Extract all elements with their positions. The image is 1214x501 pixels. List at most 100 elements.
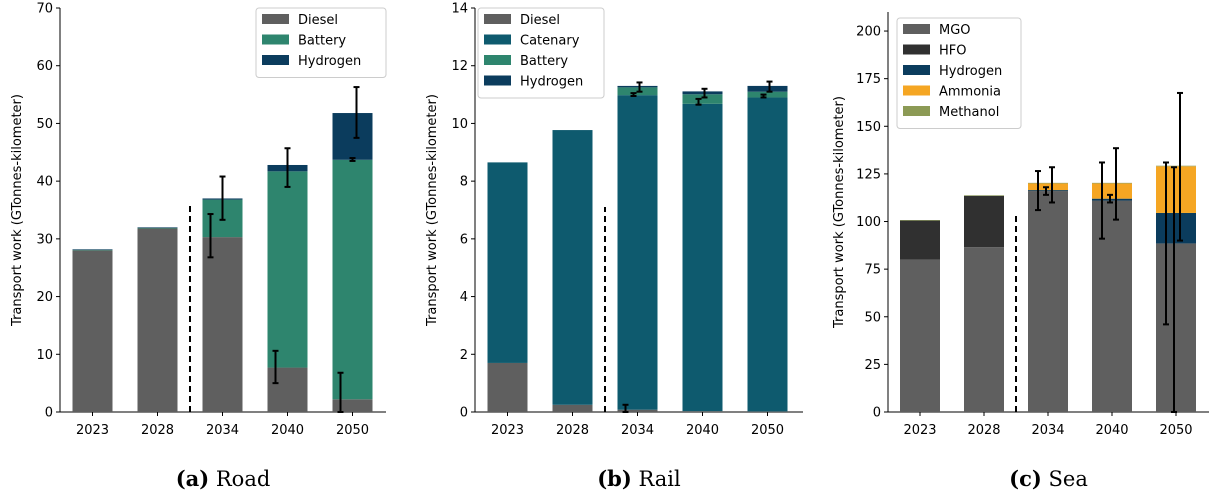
bar-mgo-2028 — [964, 247, 1004, 412]
y-tick-label: 10 — [36, 348, 53, 363]
legend-swatch — [903, 44, 930, 55]
chart-panel-2: 0 2 4 6 8 10 12 14 Transport work (GTonnes-kilom… — [425, 2, 803, 491]
error-bar — [1163, 161, 1169, 326]
x-tick-label: 2023 — [491, 423, 524, 438]
panel-caption: (c) Sea — [1009, 466, 1088, 491]
y-axis-label: Transport work (GTonnes-kilometer) — [10, 94, 25, 327]
bar-catenary-2028 — [552, 130, 593, 405]
legend-label: Catenary — [520, 34, 580, 49]
legend-swatch — [484, 34, 511, 45]
bar-hfo-2023 — [900, 220, 940, 260]
y-tick-label: 2 — [460, 348, 468, 363]
error-bar — [219, 175, 226, 221]
legend-swatch — [484, 75, 511, 86]
legend-label: MGO — [939, 23, 971, 38]
y-tick-label: 0 — [45, 406, 53, 421]
bar-battery-2040 — [682, 94, 723, 104]
bar-hydrogen-2034 — [617, 85, 658, 88]
bar-mgo-2040 — [1092, 200, 1132, 412]
bar-hydrogen-2040 — [1092, 198, 1132, 201]
y-tick-label: 14 — [451, 2, 468, 17]
y-tick-label: 200 — [856, 25, 881, 40]
y-tick-label: 12 — [451, 59, 468, 74]
x-tick-label: 2050 — [1159, 423, 1192, 438]
legend: Diesel Catenary Battery Hydrogen — [477, 7, 605, 99]
y-tick-label: 10 — [451, 117, 468, 132]
y-tick-label: 50 — [864, 310, 881, 325]
legend-swatch — [903, 65, 930, 75]
error-bar — [630, 92, 637, 98]
legend-swatch — [262, 34, 289, 45]
y-tick-label: 25 — [864, 358, 881, 373]
bar-hydrogen-2050 — [1156, 212, 1196, 244]
caption-text: Road — [209, 467, 270, 491]
error-bar — [207, 213, 214, 259]
error-bar — [337, 371, 344, 413]
error-bar — [1049, 166, 1055, 204]
caption-letter: (c) — [1009, 466, 1042, 491]
caption-letter: (b) — [597, 466, 632, 491]
bar-battery-2023 — [72, 249, 113, 251]
bar-diesel-2023 — [72, 250, 113, 412]
x-tick-label: 2034 — [621, 423, 654, 438]
legend-swatch — [903, 106, 930, 116]
y-tick-label: 100 — [856, 215, 881, 230]
bar-methanol-2040 — [1092, 182, 1132, 184]
bar-mgo-2023 — [900, 259, 940, 412]
bar-diesel-2028 — [552, 404, 593, 412]
bar-diesel-2050 — [747, 411, 788, 412]
chart-panel-3: 0 25 50 75 100 125 150 175 200 Transport work (GT… — [832, 12, 1209, 491]
error-bar — [636, 81, 643, 93]
caption-text: Sea — [1042, 467, 1088, 491]
error-bar — [1043, 186, 1049, 196]
error-bar — [272, 349, 279, 385]
caption-letter: (a) — [176, 466, 209, 491]
bar-mgo-2034 — [1028, 191, 1068, 412]
bar-battery-2028 — [137, 227, 178, 229]
error-bar — [1099, 161, 1105, 240]
legend-swatch — [262, 55, 289, 65]
bar-battery-2040 — [267, 171, 308, 368]
y-tick-label: 4 — [460, 290, 468, 305]
y-tick-label: 150 — [856, 120, 881, 135]
x-tick-label: 2028 — [967, 423, 1000, 438]
y-tick-label: 30 — [36, 232, 53, 247]
bar-hfo-2028 — [964, 195, 1004, 248]
bar-mgo-2050 — [1156, 243, 1196, 412]
y-tick-label: 70 — [36, 2, 53, 17]
y-tick-label: 8 — [460, 175, 468, 190]
bar-catenary-2040 — [682, 103, 723, 412]
caption-text: Rail — [632, 467, 681, 491]
error-bar — [349, 157, 356, 162]
error-bar — [1035, 170, 1041, 212]
x-tick-label: 2050 — [751, 423, 784, 438]
bar-diesel-2040 — [267, 367, 308, 412]
x-tick-label: 2034 — [206, 423, 239, 438]
bar-diesel-2023 — [487, 362, 528, 412]
error-bar — [353, 86, 360, 139]
y-tick-label: 75 — [864, 263, 881, 278]
error-bar — [1107, 193, 1113, 204]
legend-label: Ammonia — [939, 85, 1001, 100]
x-tick-label: 2034 — [1031, 423, 1064, 438]
legend-swatch — [903, 24, 930, 34]
error-bar — [695, 97, 702, 106]
legend-label: Hydrogen — [298, 54, 361, 69]
chart-panel-1: 0 10 20 30 40 50 60 70 Transport work (GTonnes-k… — [10, 2, 387, 491]
bar-ammonia-2050 — [1156, 166, 1196, 213]
y-axis-label: Transport work (GTonnes-kilometer) — [425, 94, 440, 327]
x-tick-label: 2040 — [271, 423, 304, 438]
bar-battery-2050 — [332, 159, 373, 400]
legend-label: Battery — [520, 54, 568, 69]
legend-label: Battery — [298, 34, 346, 49]
error-bar — [1177, 91, 1183, 242]
legend-label: Diesel — [298, 13, 338, 28]
bar-hydrogen-2023 — [72, 249, 113, 250]
bar-hydrogen-2050 — [332, 113, 373, 160]
error-bar — [622, 403, 629, 413]
error-bar — [766, 80, 773, 93]
y-tick-label: 50 — [36, 117, 53, 132]
x-tick-label: 2028 — [141, 423, 174, 438]
